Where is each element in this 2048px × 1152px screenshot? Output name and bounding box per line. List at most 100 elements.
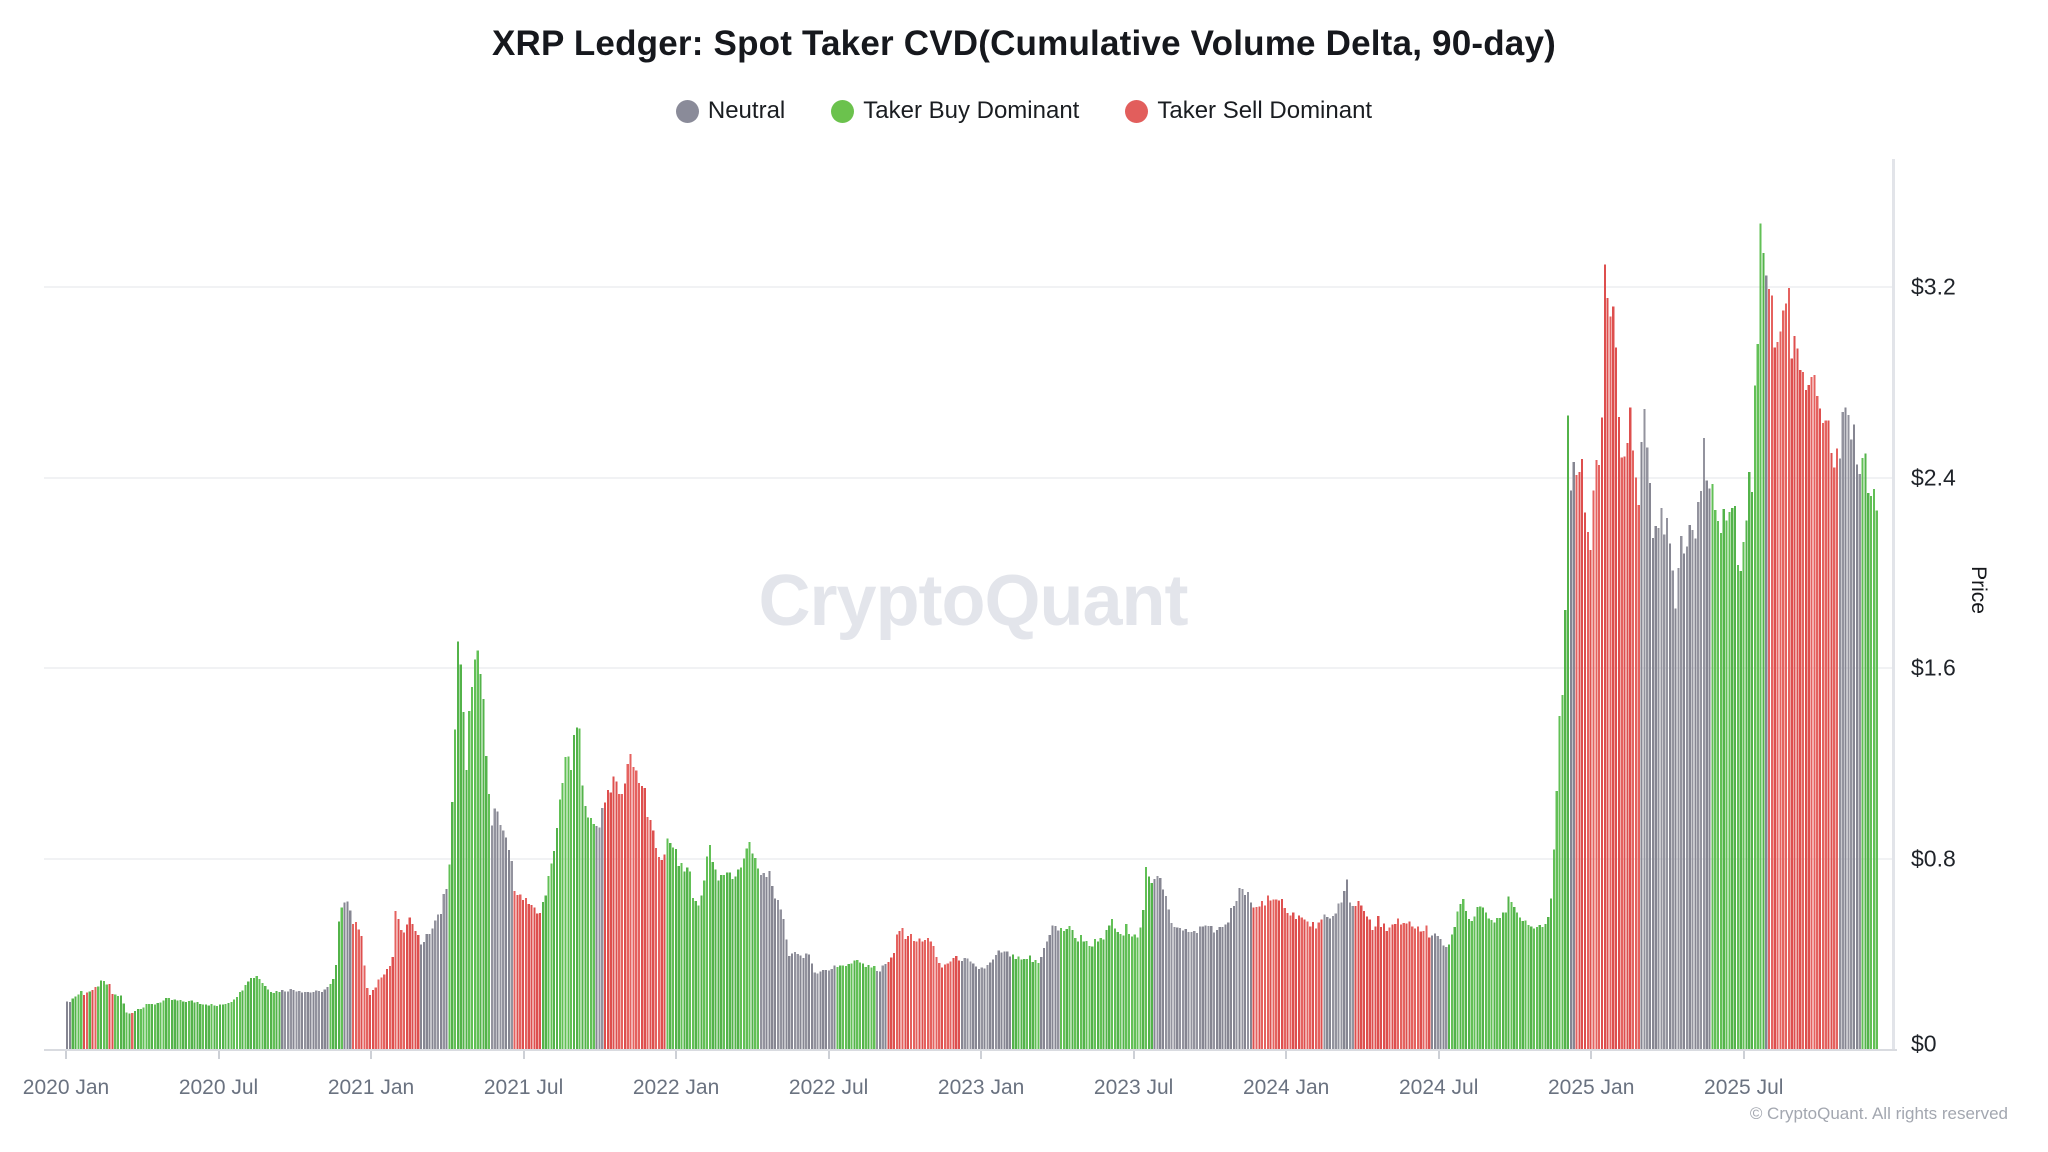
bar <box>1615 347 1618 1049</box>
bar <box>1462 898 1465 1049</box>
bar <box>963 958 966 1049</box>
bar <box>1467 919 1470 1049</box>
bar <box>762 873 765 1049</box>
bar <box>1833 467 1836 1049</box>
bar <box>244 985 247 1049</box>
bar <box>728 872 731 1049</box>
bar <box>1040 956 1043 1049</box>
bar <box>1674 608 1677 1049</box>
bar <box>1464 910 1468 1049</box>
bar <box>1026 959 1029 1049</box>
bar <box>612 776 615 1049</box>
bar <box>1719 533 1723 1049</box>
bar <box>980 967 983 1049</box>
bar <box>904 939 907 1049</box>
bar <box>1139 927 1142 1049</box>
bar <box>513 891 516 1049</box>
y-axis-tick-label: $1.6 <box>1911 654 1956 681</box>
bar <box>74 996 77 1049</box>
x-axis-tick <box>1285 1051 1288 1059</box>
x-axis-tick-label: 2023 Jan <box>937 1076 1025 1099</box>
bar <box>1617 417 1621 1050</box>
bar <box>663 854 666 1049</box>
bar <box>595 826 598 1049</box>
legend-item[interactable]: Taker Buy Dominant <box>831 97 1079 125</box>
bar <box>1147 876 1150 1049</box>
bar <box>623 783 627 1049</box>
bar <box>1753 385 1756 1049</box>
bar <box>1133 934 1136 1049</box>
bar <box>1586 532 1589 1049</box>
bar <box>598 827 601 1049</box>
bar <box>1575 475 1578 1049</box>
y-axis-tick-label: $0 <box>1911 1030 1937 1057</box>
bar <box>473 659 476 1049</box>
bar <box>1541 927 1544 1049</box>
bar <box>952 957 955 1049</box>
bar <box>1057 930 1060 1049</box>
bar <box>867 965 870 1049</box>
bar <box>1343 891 1346 1049</box>
bar <box>133 1010 137 1049</box>
bar <box>1657 528 1660 1049</box>
bar <box>227 1002 230 1049</box>
bar <box>700 895 703 1049</box>
bar <box>241 990 244 1049</box>
bar <box>975 966 978 1049</box>
bar <box>1756 344 1759 1049</box>
bar <box>604 802 607 1049</box>
legend-item[interactable]: Taker Sell Dominant <box>1125 97 1372 125</box>
bar <box>524 898 527 1049</box>
bar <box>1411 926 1414 1049</box>
bar <box>442 894 445 1049</box>
x-axis-tick-label: 2024 Jan <box>1242 1076 1330 1099</box>
bar <box>788 955 791 1049</box>
bar <box>1677 568 1680 1049</box>
bar <box>935 957 938 1049</box>
bar <box>553 850 556 1049</box>
bar <box>1827 420 1830 1049</box>
bar <box>819 971 822 1049</box>
bar <box>487 794 491 1049</box>
bar <box>1869 495 1873 1049</box>
bar <box>216 1006 219 1049</box>
bar <box>1309 926 1312 1049</box>
bar <box>1074 937 1077 1049</box>
bar <box>870 967 873 1049</box>
legend-item[interactable]: Neutral <box>675 97 785 125</box>
bar <box>986 965 989 1049</box>
bar <box>315 990 318 1049</box>
bar <box>632 766 635 1049</box>
bar <box>1484 912 1487 1049</box>
bar <box>1255 907 1258 1049</box>
bar <box>131 1013 134 1049</box>
bar <box>1295 918 1298 1049</box>
bar <box>1564 610 1567 1049</box>
bar <box>1037 963 1040 1049</box>
bar <box>1595 459 1598 1049</box>
bar <box>1748 472 1751 1050</box>
bar <box>1714 510 1717 1050</box>
bar <box>320 992 324 1049</box>
bar <box>609 792 612 1049</box>
bar <box>119 995 122 1049</box>
bar <box>1447 944 1451 1049</box>
bar <box>1691 529 1694 1049</box>
bar <box>1215 930 1218 1049</box>
bar <box>742 858 745 1049</box>
bar <box>1547 917 1550 1049</box>
bar <box>1782 310 1785 1049</box>
bar <box>425 934 428 1049</box>
bar <box>657 857 661 1049</box>
bar <box>193 1002 196 1049</box>
bar <box>470 686 474 1049</box>
bar <box>82 995 86 1049</box>
bar <box>1011 954 1015 1049</box>
bar <box>1731 507 1734 1049</box>
bar <box>561 783 564 1049</box>
bar <box>918 938 921 1049</box>
bar <box>111 993 114 1049</box>
bar <box>1654 526 1657 1049</box>
bar <box>170 999 173 1049</box>
bar <box>318 990 321 1049</box>
